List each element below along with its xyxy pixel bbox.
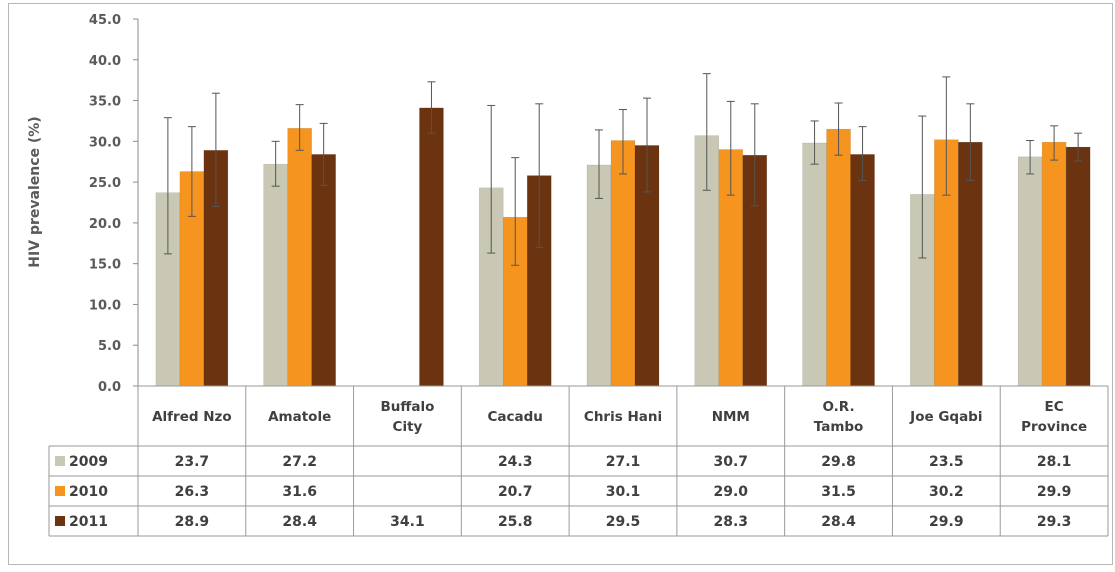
data-label: 34.1: [390, 514, 425, 530]
bar-2011: [419, 107, 444, 387]
category-label: Chris Hani: [584, 409, 662, 425]
bar-2011: [311, 154, 336, 387]
data-label: 29.3: [1037, 514, 1072, 530]
data-label: 28.4: [821, 514, 856, 530]
legend-swatch-2011: [55, 516, 65, 526]
data-label: 30.1: [606, 484, 641, 500]
bar-2011: [1065, 146, 1091, 387]
data-label: 27.1: [606, 454, 641, 470]
y-tick-label: 25.0: [89, 176, 121, 191]
series-label: 2009: [69, 454, 108, 470]
data-label: 29.9: [929, 514, 964, 530]
y-axis-label: HIV prevalence (%): [27, 116, 43, 267]
data-label: 29.0: [714, 484, 749, 500]
error-bars-group: [163, 73, 1083, 266]
data-label: 26.3: [175, 484, 210, 500]
bar-2009: [1017, 156, 1043, 387]
category-label: Cacadu: [488, 409, 543, 425]
y-tick-label: 0.0: [98, 380, 121, 395]
data-label: 24.3: [498, 454, 533, 470]
bar-2009: [802, 142, 827, 387]
bar-2010: [610, 140, 636, 387]
data-label: 23.5: [929, 454, 964, 470]
series-label: 2010: [69, 484, 108, 500]
category-label: NMM: [712, 409, 750, 425]
category-label: Amatole: [268, 409, 331, 425]
bar-2010: [287, 128, 312, 387]
y-tick-label: 15.0: [89, 258, 121, 273]
y-tick-label: 30.0: [89, 135, 121, 150]
y-axis: 0.0 5.0 10.0 15.0 20.0 25.0 30.0 35.0 40.0 45.0: [89, 13, 139, 395]
data-label: 29.8: [821, 454, 856, 470]
data-label: 25.8: [498, 514, 533, 530]
bar-2011: [958, 141, 983, 387]
data-label: 29.5: [606, 514, 641, 530]
legend-swatch-2009: [55, 456, 65, 466]
category-label: O.R.: [823, 399, 855, 415]
y-tick-label: 45.0: [89, 13, 121, 28]
category-label: Joe Gqabi: [909, 409, 982, 425]
data-label: 30.7: [714, 454, 749, 470]
bar-2009: [263, 163, 288, 387]
data-label: 28.9: [175, 514, 210, 530]
bar-2011: [850, 154, 875, 387]
data-label: 28.4: [282, 514, 317, 530]
data-label: 31.5: [821, 484, 856, 500]
chart-frame: 0.0 5.0 10.0 15.0 20.0 25.0 30.0 35.0 40.0 45.0 H…: [8, 3, 1113, 565]
data-label: 30.2: [929, 484, 964, 500]
category-label: Province: [1021, 419, 1087, 435]
bar-2009: [586, 164, 612, 387]
category-label: City: [393, 419, 423, 435]
y-tick-label: 35.0: [89, 95, 121, 110]
data-label: 28.1: [1037, 454, 1072, 470]
data-table: Alfred Nzo Amatole Buffalo City Cacadu Chris …: [48, 385, 1109, 537]
data-label: 28.3: [714, 514, 749, 530]
data-label: 27.2: [282, 454, 317, 470]
category-label: EC: [1045, 399, 1064, 415]
category-label: Alfred Nzo: [152, 409, 232, 425]
y-tick-label: 40.0: [89, 54, 121, 69]
category-label: Tambo: [814, 419, 864, 435]
hiv-prevalence-chart: 0.0 5.0 10.0 15.0 20.0 25.0 30.0 35.0 40.0 45.0 H…: [27, 13, 1109, 537]
bar-2010: [1041, 141, 1067, 387]
y-tick-label: 5.0: [98, 339, 121, 354]
legend-swatch-2010: [55, 486, 65, 496]
y-tick-label: 20.0: [89, 217, 121, 232]
data-label: 29.9: [1037, 484, 1072, 500]
data-label: 20.7: [498, 484, 533, 500]
bar-2010: [826, 128, 851, 387]
category-label: Buffalo: [381, 399, 435, 415]
series-label: 2011: [69, 514, 108, 530]
data-label: 31.6: [282, 484, 317, 500]
y-tick-label: 10.0: [89, 298, 121, 313]
data-label: 23.7: [175, 454, 210, 470]
